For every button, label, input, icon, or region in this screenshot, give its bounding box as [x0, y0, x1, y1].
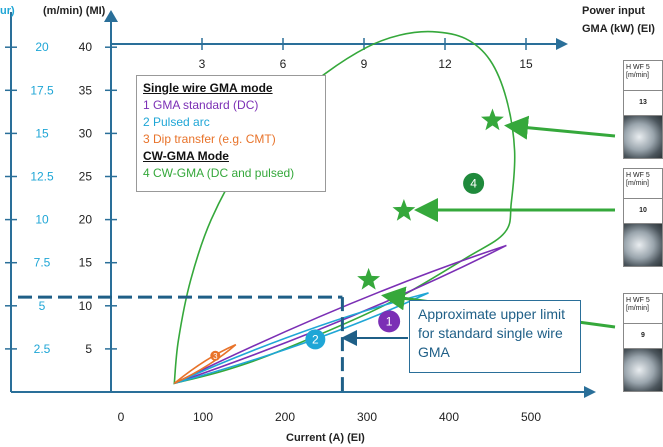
weld-bead-image: [624, 116, 662, 158]
top-tick-labels: 3 6 9 12 15: [199, 57, 533, 71]
y-left-tick-label: 12.5: [30, 170, 54, 184]
legend-item-2: 2 Pulsed arc: [143, 115, 210, 129]
star-arrow-1: [504, 115, 616, 140]
x-tick-label: 400: [439, 410, 459, 424]
left-axis-title: ur): [0, 5, 15, 17]
legend-header-single: Single wire GMA mode: [143, 81, 273, 95]
series-1-badge-label: 1: [386, 314, 393, 328]
sample-panel-1: H WF 5 [m/min] 13: [623, 60, 663, 159]
series-2-badge-label: 2: [312, 332, 319, 346]
legend-item-1: 1 GMA standard (DC): [143, 98, 259, 112]
x-axis-title: Current (A) (EI): [286, 432, 365, 444]
y-left-tick-label: 2.5: [34, 342, 51, 356]
mid-axis-title: (m/min) (MI): [43, 5, 106, 17]
star-marker: [392, 199, 416, 221]
y-left-tick-labels: 2.5 5 7.5 10 12.5 15 17.5 20: [30, 40, 54, 356]
x-axis-arrow: [584, 386, 596, 398]
sample-panel-value: 13: [624, 91, 662, 116]
series-3-badge-label: 3: [213, 352, 218, 361]
sample-panel-2: H WF 5 [m/min] 10: [623, 168, 663, 267]
legend-header-cw: CW-GMA Mode: [143, 149, 229, 163]
sample-panel-value: 9: [624, 324, 662, 349]
y-left-tick-label: 7.5: [34, 256, 51, 270]
y-mid-tick-label: 25: [79, 170, 93, 184]
star-marker: [357, 267, 381, 290]
series-1-badge: 1: [378, 310, 401, 333]
series-4-badge-label: 4: [470, 176, 477, 190]
x-tick-labels: 0 100 200 300 400 500: [118, 410, 542, 424]
legend: Single wire GMA mode 1 GMA standard (DC)…: [136, 75, 326, 192]
sample-panel-header: H WF 5 [m/min]: [624, 61, 662, 91]
x-tick-label: 0: [118, 410, 125, 424]
y-mid-tick-label: 5: [85, 342, 92, 356]
top-tick-label: 12: [438, 57, 452, 71]
y-mid-tick-label: 35: [79, 83, 93, 97]
y-left-tick-label: 5: [39, 299, 46, 313]
x-tick-label: 100: [193, 410, 213, 424]
top-tick-label: 9: [361, 57, 368, 71]
y-left-tick-label: 10: [35, 213, 49, 227]
x-tick-label: 300: [357, 410, 377, 424]
series-4-badge: 4: [462, 171, 486, 195]
sample-panel-header: H WF 5 [m/min]: [624, 294, 662, 324]
sample-panel-header: H WF 5 [m/min]: [624, 169, 662, 199]
upper-limit-annotation: Approximate upper limit for standard sin…: [409, 300, 581, 373]
top-tick-label: 3: [199, 57, 206, 71]
y-mid-tick-labels: 5 10 15 20 25 30 35 40: [79, 40, 93, 356]
top-tick-label: 15: [519, 57, 533, 71]
y-left-tick-label: 20: [35, 40, 49, 54]
weld-bead-image: [624, 224, 662, 266]
y-left-tick-label: 15: [35, 126, 49, 140]
mid-axis-arrow: [104, 10, 118, 22]
series-2-badge: 2: [305, 329, 326, 350]
weld-bead-image: [624, 349, 662, 391]
series-2-lobe: [173, 292, 429, 385]
y-mid-tick-label: 30: [79, 126, 93, 140]
x-tick-label: 500: [521, 410, 541, 424]
y-left-tick-label: 17.5: [30, 83, 54, 97]
top-axis-title-line1: Power input: [582, 5, 645, 17]
legend-item-3: 3 Dip transfer (e.g. CMT): [143, 132, 276, 146]
sample-panel-3: H WF 5 [m/min] 9: [623, 293, 663, 392]
y-mid-tick-label: 20: [79, 213, 93, 227]
series-1-lobe: [173, 244, 507, 385]
series-3-badge: 3: [210, 350, 221, 361]
y-mid-tick-label: 15: [79, 256, 93, 270]
top-axis-arrow: [556, 38, 568, 50]
y-mid-tick-label: 40: [79, 40, 93, 54]
top-axis-title-line2: GMA (kW) (EI): [582, 23, 655, 35]
star-marker: [481, 108, 504, 131]
top-tick-label: 6: [280, 57, 287, 71]
x-tick-label: 200: [275, 410, 295, 424]
y-mid-tick-label: 10: [79, 299, 93, 313]
sample-panel-value: 10: [624, 199, 662, 224]
series-3-lobe: [173, 343, 237, 385]
legend-item-4: 4 CW-GMA (DC and pulsed): [143, 166, 295, 180]
